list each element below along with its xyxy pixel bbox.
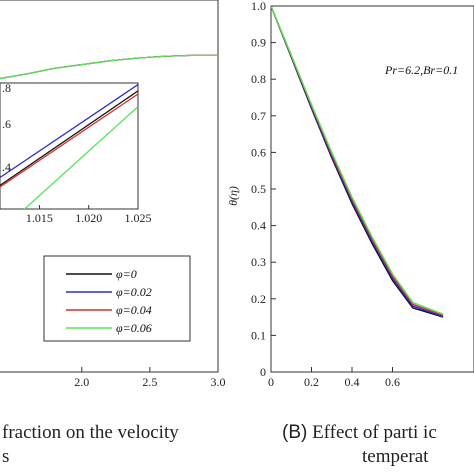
caption-panel-mark: (B) — [282, 422, 308, 443]
panel-b-y-tick-label: 1.0 — [251, 0, 266, 13]
panel-b-y-ticks: 0 0.1 0.2 0.3 0.4 0.5 0.6 0.7 0.8 0.9 1.0 — [251, 0, 276, 379]
panel-a-series — [0, 54, 218, 80]
legend-label: φ=0.06 — [116, 321, 152, 335]
panel-b-x-tick-label: 0.2 — [304, 375, 319, 389]
inset-ticks: 1.015 1.020 1.025 .8 .6 .4 — [2, 81, 152, 225]
panel-b-y-tick-label: 0.7 — [251, 109, 266, 123]
panel-b-y-tick-label: 0.6 — [251, 145, 266, 159]
panel-a-frame — [0, 0, 219, 373]
inset-y-tick-label: .8 — [2, 81, 11, 95]
panel-b-y-tick-label: 0.3 — [251, 255, 266, 269]
panel-a: 2.0 2.5 3.0 1.015 1.020 1.025 .8 .6 .4 φ=0 φ=0.0… — [0, 0, 226, 389]
inset-series-line — [0, 84, 139, 179]
inset-y-tick-label: .4 — [2, 160, 11, 174]
panel-b-y-tick-label: 0.1 — [251, 328, 266, 342]
panel-a-x-tick-label: 3.0 — [211, 375, 226, 389]
panel-b: 00.10.20.30.40.50.60.70.80.91.0 0 0.2 0.4 0… — [226, 0, 474, 389]
panel-b-series-line — [270, 5, 444, 316]
legend-label: φ=0.04 — [116, 303, 152, 317]
panel-a-x-ticks: 2.0 2.5 3.0 — [74, 367, 226, 389]
panel-b-frame — [270, 5, 474, 373]
caption-right-line1: (B) Effect of parti ic — [282, 422, 437, 444]
panel-a-x-tick-label: 2.0 — [74, 375, 89, 389]
panel-b-y-tick-label: 0.5 — [251, 182, 266, 196]
panel-b-series-line — [270, 5, 444, 318]
inset-y-tick-label: .6 — [2, 117, 11, 131]
panel-b-annotation: Pr=6.2,Br=0.1 — [384, 63, 458, 77]
panel-b-y-label: θ(η) — [226, 186, 240, 206]
panel-a-series-line — [0, 54, 218, 80]
panel-b-y-tick-label: 0.8 — [251, 72, 266, 86]
panel-a-x-tick-label: 2.5 — [142, 375, 157, 389]
panel-a-series-line — [0, 54, 218, 80]
panel-b-y-tick-label: 0.2 — [251, 292, 266, 306]
legend-label: φ=0 — [116, 267, 137, 281]
inset-x-tick-label: 1.020 — [75, 211, 102, 225]
legend-frame — [43, 255, 191, 342]
panel-b-y-tick-label: 0.9 — [251, 36, 266, 50]
panel-b-x-ticks: 0 0.2 0.4 0.6 — [268, 367, 400, 389]
inset-series-line — [24, 106, 139, 210]
caption-right-text: Effect of parti ic — [307, 422, 437, 443]
panel-b-x-tick-label: 0 — [268, 375, 274, 389]
legend: φ=0 φ=0.02 φ=0.04 φ=0.06 — [43, 255, 191, 342]
inset-frame — [0, 82, 139, 210]
caption-left-line1: fraction on the velocity — [2, 422, 179, 443]
inset-x-tick-label: 1.025 — [125, 211, 152, 225]
inset-series-line — [0, 93, 139, 188]
panel-b-x-tick-label: 0.6 — [385, 375, 400, 389]
inset-x-tick-label: 1.015 — [26, 211, 53, 225]
inset-series — [0, 84, 139, 210]
panel-b-y-tick-label: 0.4 — [251, 219, 266, 233]
legend-label: φ=0.02 — [116, 285, 152, 299]
panel-b-series-line — [270, 5, 444, 315]
panel-a-series-line — [0, 54, 218, 80]
panel-b-x-tick-label: 0.4 — [345, 375, 360, 389]
inset: 1.015 1.020 1.025 .8 .6 .4 — [0, 81, 152, 225]
panel-b-series — [270, 5, 444, 318]
caption-left-line2: s — [2, 446, 10, 467]
inset-series-line — [0, 90, 139, 186]
panel-b-y-tick-label: 0 — [260, 365, 266, 379]
panel-b-series-line — [270, 5, 444, 318]
panel-a-series-line — [0, 54, 218, 80]
caption-right-line2: temperat — [362, 446, 429, 467]
